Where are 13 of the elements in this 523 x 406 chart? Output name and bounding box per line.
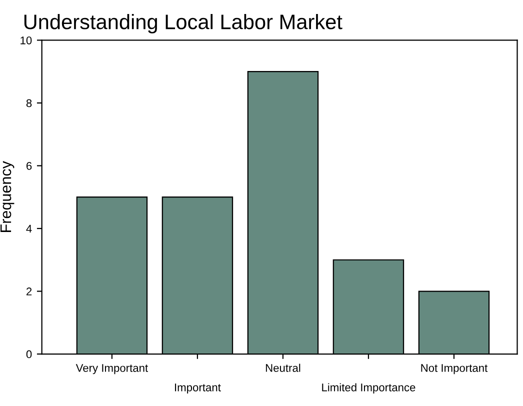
x-tick-label: Neutral	[266, 364, 300, 372]
y-tick-label: 8	[26, 99, 32, 108]
y-tick-label: 2	[26, 288, 32, 296]
x-tick-label: Very Important	[76, 364, 148, 374]
y-tick-label: 6	[26, 162, 32, 170]
x-tick-label: Not Important	[421, 364, 488, 374]
y-tick-label: 4	[26, 224, 32, 233]
x-tick-label: Limited Importance	[322, 383, 416, 394]
x-tick-label: Important	[175, 384, 221, 394]
y-tick-label: 10	[20, 36, 32, 44]
y-tick-label: 0	[26, 350, 32, 358]
chart-title: Understanding Local Labor Market	[24, 14, 342, 34]
y-axis-title: Frequency	[0, 161, 14, 232]
